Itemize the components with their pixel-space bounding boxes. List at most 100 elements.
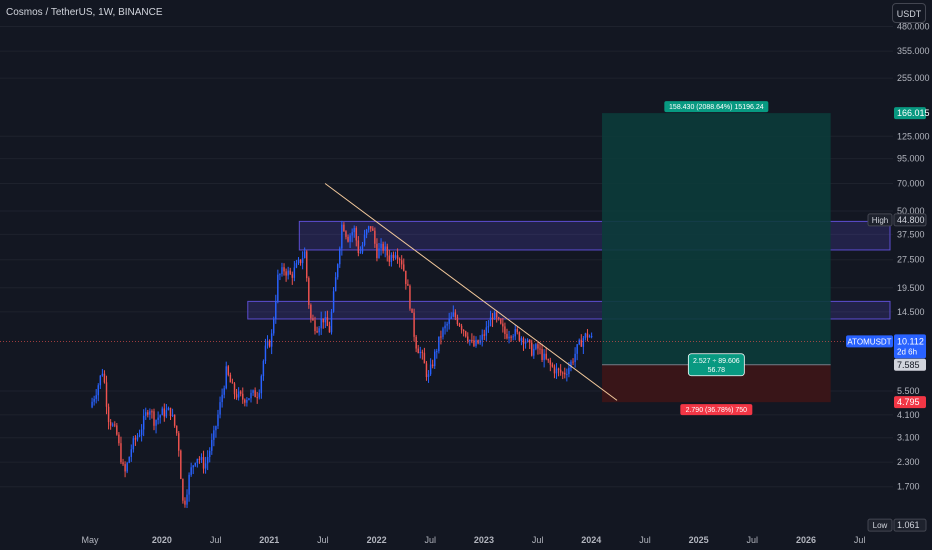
candle-body: [277, 274, 279, 302]
candle-body: [495, 312, 498, 318]
candle-body: [411, 308, 413, 313]
candle-body: [336, 264, 339, 278]
candle-body: [93, 398, 95, 402]
candle-body: [508, 336, 510, 339]
price-tag-bg: [894, 396, 926, 409]
candle-body: [202, 457, 205, 469]
candle-body: [374, 230, 376, 244]
candle-body: [584, 333, 587, 339]
candle-body: [533, 348, 535, 356]
candle-body: [537, 344, 539, 349]
last-price-tag-bg: [894, 334, 926, 359]
candle-body: [136, 436, 139, 440]
ratio-label-bg: [687, 353, 745, 377]
candle-body: [576, 344, 578, 354]
candle-body: [260, 376, 263, 394]
target-label-bg: [664, 101, 769, 113]
candle-body: [264, 345, 267, 362]
candle-body: [367, 226, 370, 230]
candle-body: [111, 424, 114, 426]
candle-body: [227, 366, 230, 375]
y-tick-label: 125.000: [897, 131, 930, 141]
candle-body: [215, 426, 217, 431]
candle-body: [237, 391, 240, 398]
y-tick-label: 70.000: [897, 179, 925, 189]
candle-body: [239, 391, 242, 394]
candle-body: [582, 338, 585, 347]
candle-body: [320, 318, 322, 329]
candle-body: [353, 228, 355, 233]
last-price-tag: 10.112: [897, 336, 924, 346]
candle-body: [497, 317, 500, 320]
candle-body: [149, 411, 151, 415]
candle-body: [287, 270, 289, 276]
candle-body: [553, 366, 556, 374]
candle-body: [434, 351, 436, 367]
price-tag: 166.015: [897, 108, 930, 118]
candle-body: [314, 320, 316, 332]
candle-body: [450, 316, 452, 319]
candle-body: [233, 383, 236, 395]
candle-body: [456, 317, 459, 324]
candle-body: [99, 375, 102, 386]
candle-body: [502, 323, 504, 327]
countdown-tag: 2d 6h: [897, 347, 917, 356]
candle-body: [489, 317, 492, 327]
y-tick-label: 480.000: [897, 22, 930, 32]
candle-body: [564, 372, 566, 375]
candle-body: [442, 328, 444, 337]
ratio-label-line1: 2.527 ÷ 89.606: [693, 358, 740, 365]
candle-body: [518, 332, 521, 341]
x-tick-label: 2024: [581, 535, 601, 545]
candle-body: [394, 255, 397, 258]
candle-body: [467, 336, 469, 342]
price-tag: 4.795: [897, 397, 920, 407]
candle-body: [423, 352, 426, 364]
candle-body: [256, 397, 258, 399]
candle-body: [516, 329, 519, 333]
candle-body: [588, 336, 591, 338]
candle-body: [196, 458, 199, 463]
candle-body: [250, 392, 252, 399]
time-axis[interactable]: May 2020 Jul 2021 Jul 2022 Jul 2023 Jul 2024 Jul 20…: [81, 535, 865, 545]
candle-body: [370, 226, 372, 229]
price-axis[interactable]: 480.000 355.000 255.000 125.000 95.000 70.000…: [897, 22, 930, 492]
drawings[interactable]: [0, 183, 893, 401]
candle-body: [436, 351, 438, 353]
candle-body: [324, 317, 327, 323]
candle-body: [332, 291, 335, 312]
candle-body: [522, 338, 525, 344]
candle-body: [526, 339, 529, 342]
x-tick-label: Jul: [317, 535, 329, 545]
candle-body: [413, 312, 415, 337]
candle-body: [116, 425, 118, 435]
candle-body: [124, 464, 126, 472]
candle-body: [481, 334, 483, 340]
candle-body: [491, 317, 494, 320]
symbol-tag-bg: [846, 335, 893, 348]
candle-body: [283, 267, 285, 272]
candle-body: [101, 373, 104, 376]
candle-body: [471, 340, 473, 342]
currency-button[interactable]: USDT: [892, 3, 926, 23]
y-tick-label: 95.000: [897, 154, 925, 164]
candle-body: [175, 425, 178, 434]
candle-body: [275, 301, 277, 320]
x-tick-label: Jul: [532, 535, 544, 545]
candle-body: [200, 457, 203, 460]
candle-body: [132, 438, 135, 450]
candle-body: [580, 339, 583, 347]
y-tick-label: 4.100: [897, 410, 920, 420]
candle-body: [415, 336, 417, 349]
candle-body: [487, 326, 490, 328]
long-position-tool[interactable]: 158.430 (2088.64%) 15196.24 2.790 (36.78%…: [602, 101, 831, 416]
candle-body: [462, 329, 465, 332]
candle-body: [510, 336, 512, 338]
candle-body: [134, 438, 137, 440]
candle-body: [190, 467, 192, 475]
candle-body: [469, 340, 471, 342]
candle-body: [458, 323, 461, 326]
candle-body: [157, 417, 159, 421]
x-tick-label: 2022: [367, 535, 387, 545]
